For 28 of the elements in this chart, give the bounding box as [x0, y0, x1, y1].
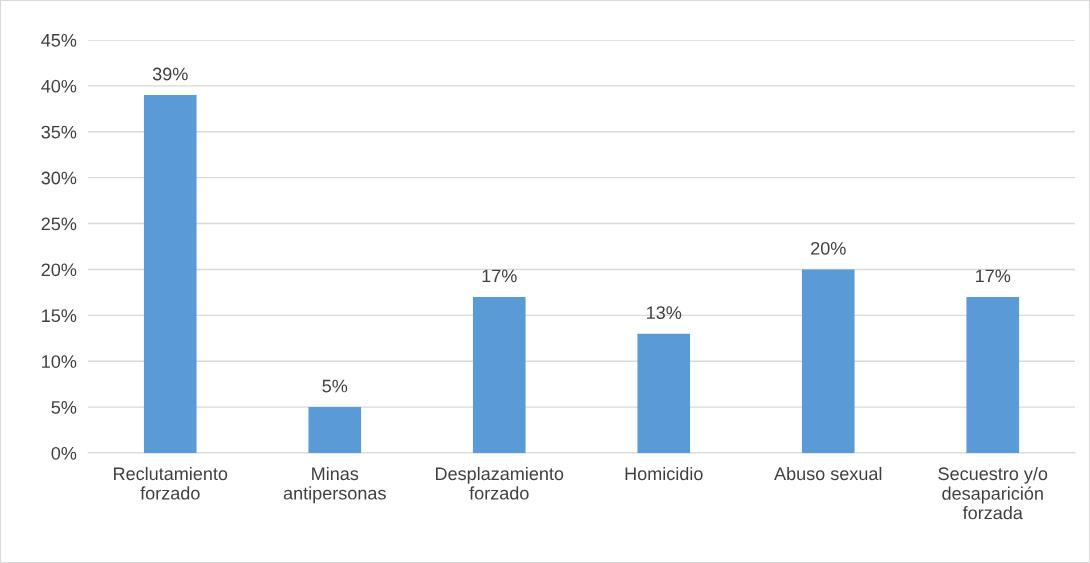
y-tick-label: 40%: [41, 79, 77, 93]
data-label: 20%: [811, 241, 846, 255]
bar: [308, 407, 362, 453]
y-tick-label: 30%: [41, 171, 77, 185]
bar: [966, 296, 1020, 453]
y-tick-label: 0%: [51, 446, 77, 460]
bar: [472, 296, 526, 453]
data-label: 17%: [976, 269, 1011, 283]
x-tick-label: Abuso sexual: [774, 466, 882, 481]
data-label: 5%: [322, 379, 348, 393]
data-label: 17%: [482, 269, 517, 283]
x-tick-label: Minas antipersonas: [283, 466, 386, 504]
y-tick-label: 35%: [41, 125, 77, 139]
x-tick-label: Homicidio: [625, 466, 703, 481]
data-label: 13%: [647, 306, 682, 320]
y-tick-label: 10%: [42, 355, 77, 368]
x-tick-label: Secuestro y/o desaparición forzada: [938, 466, 1048, 520]
y-tick-label: 45%: [41, 34, 77, 47]
y-tick-label: 25%: [41, 217, 77, 231]
bar: [143, 95, 197, 453]
y-tick-label: 5%: [51, 401, 77, 414]
bar: [637, 333, 691, 453]
x-tick-label: Desplazamiento forzado: [436, 466, 564, 500]
data-label: 39%: [152, 67, 188, 81]
y-tick-label: 15%: [42, 309, 77, 323]
x-tick-label: Reclutamiento forzado: [114, 466, 228, 500]
bar: [801, 269, 855, 453]
y-tick-label: 20%: [41, 263, 77, 277]
